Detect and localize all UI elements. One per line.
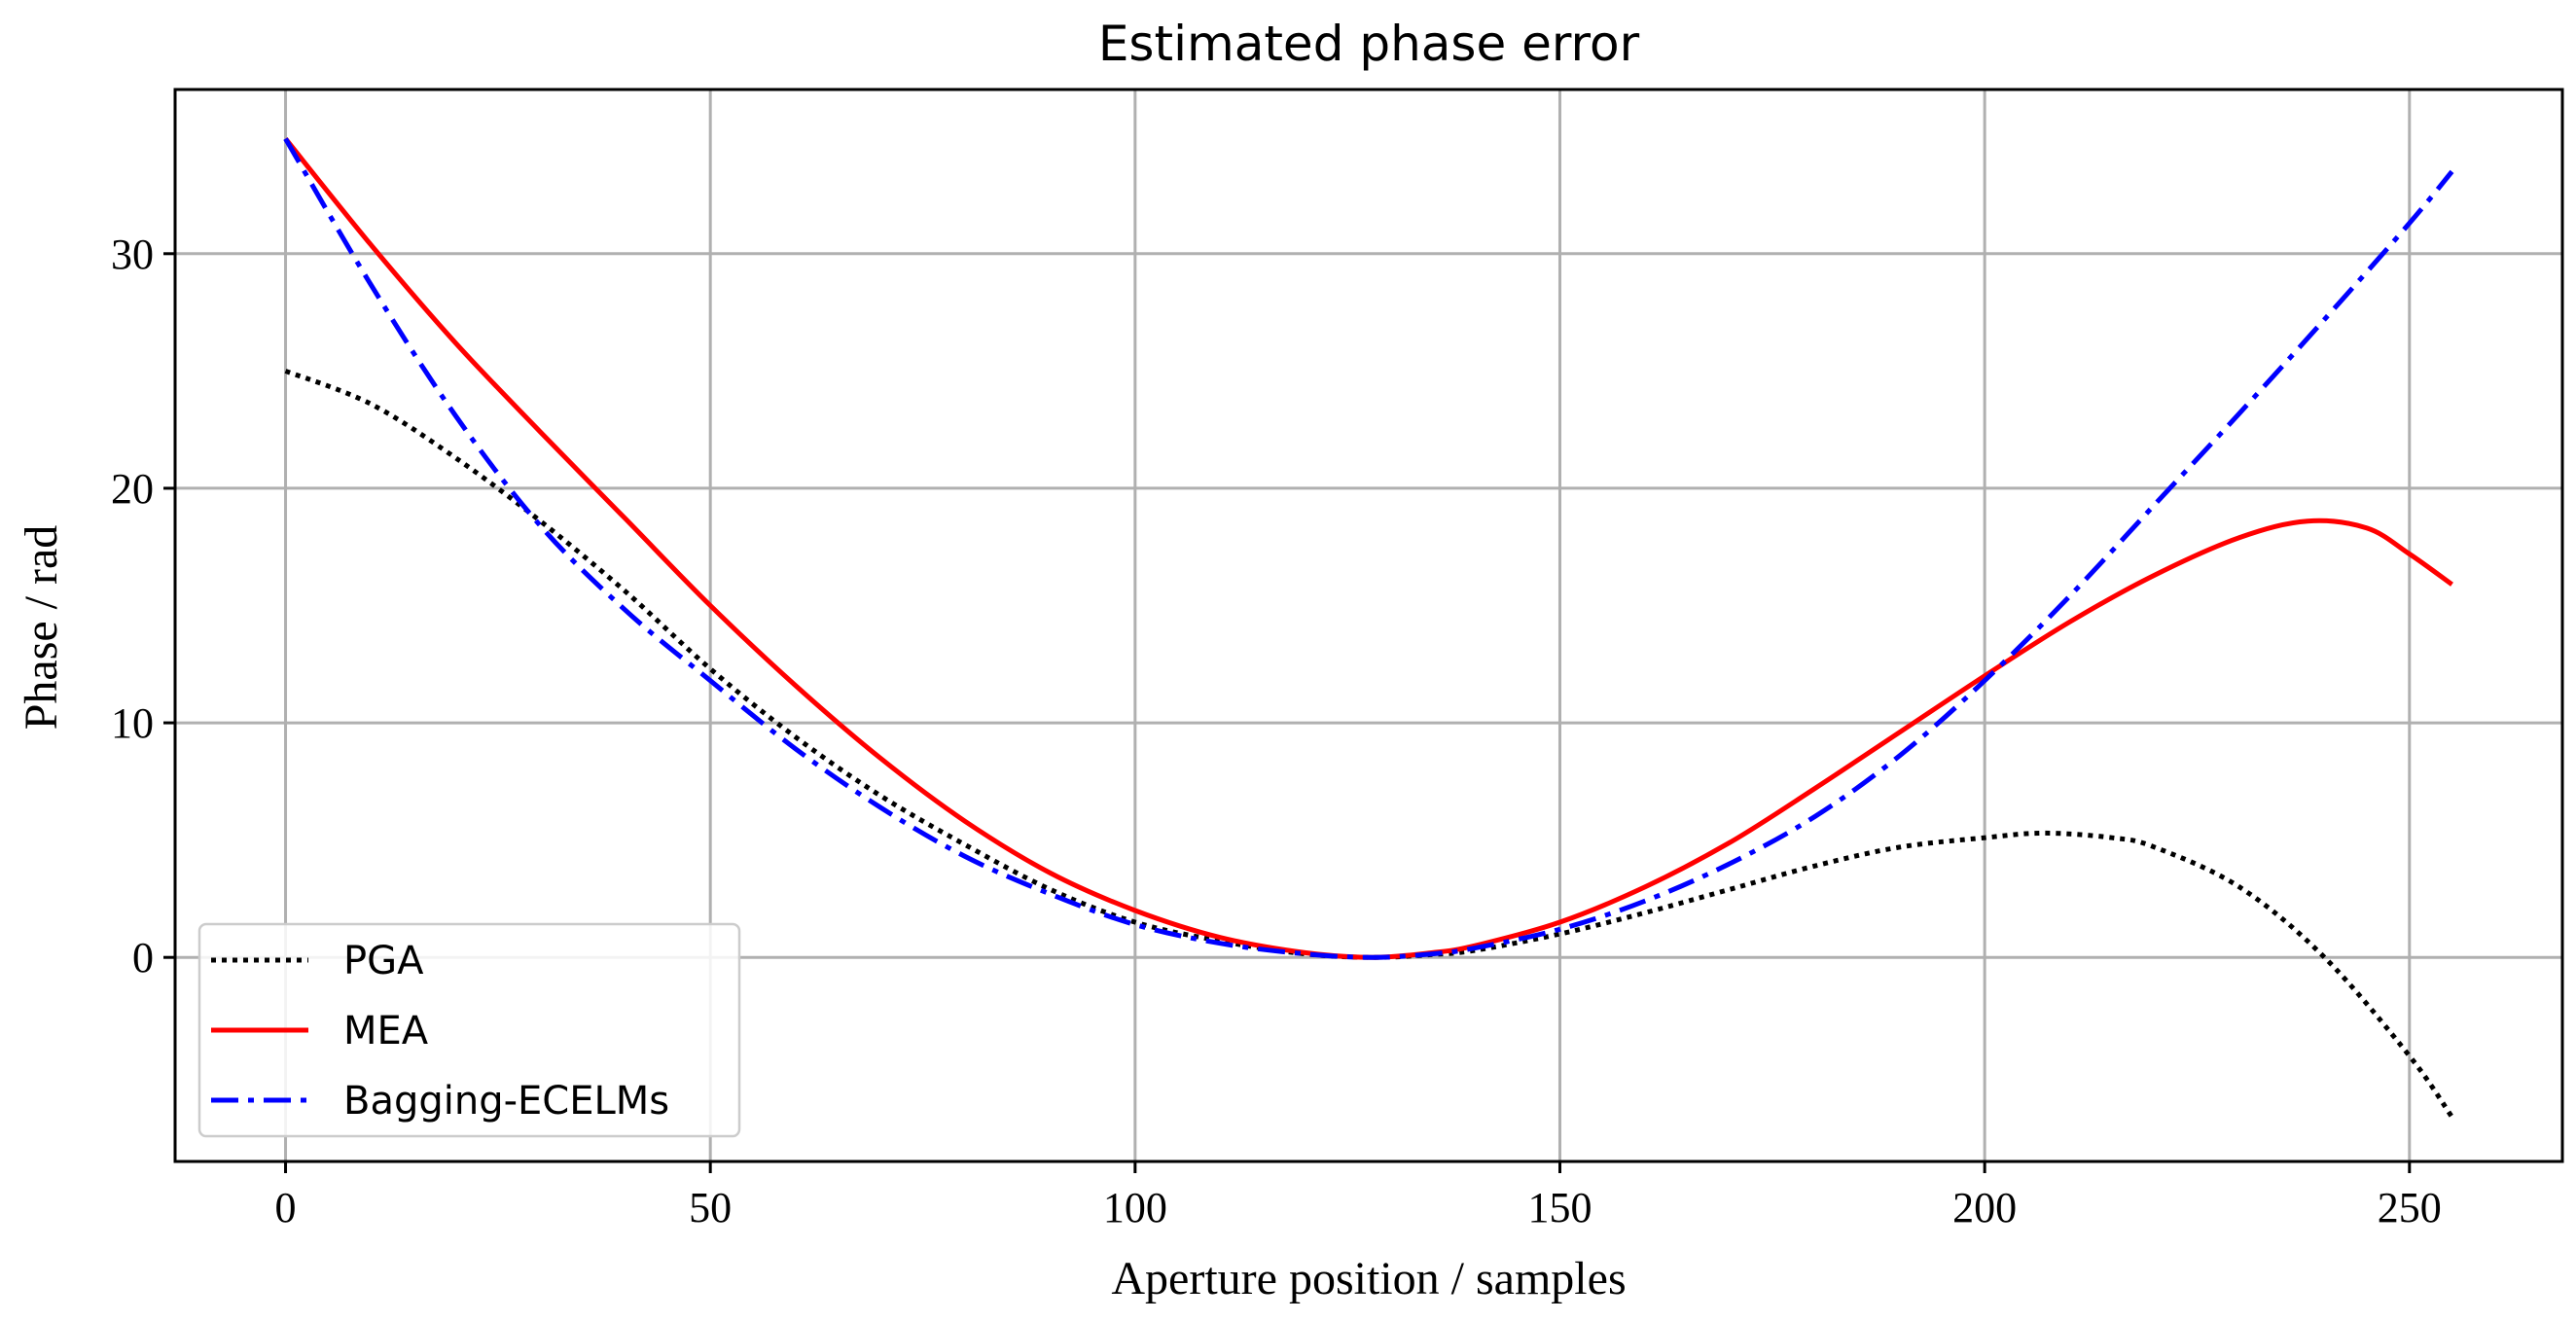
legend-entry: PGA xyxy=(343,939,424,983)
y-tick-label: 30 xyxy=(111,231,154,278)
legend-entry: MEA xyxy=(343,1009,429,1053)
y-tick-label: 0 xyxy=(132,934,154,982)
legend: PGA MEA Bagging-ECELMs xyxy=(197,922,741,1138)
x-tick-label: 150 xyxy=(1527,1184,1592,1232)
chart-title: Estimated phase error xyxy=(1098,16,1640,72)
axes-frame xyxy=(173,88,2564,1163)
x-tick-label: 50 xyxy=(689,1184,732,1232)
x-tick-label: 250 xyxy=(2378,1184,2442,1232)
y-tick-label: 10 xyxy=(111,699,154,747)
x-tick-label: 100 xyxy=(1103,1184,1167,1232)
legend-box xyxy=(197,922,741,1138)
y-axis-label: Phase / rad xyxy=(16,525,67,731)
x-tick-label: 0 xyxy=(275,1184,297,1232)
legend-entry: Bagging-ECELMs xyxy=(343,1079,669,1124)
x-axis-label: Aperture position / samples xyxy=(1111,1253,1626,1304)
x-tick-label: 200 xyxy=(1952,1184,2017,1232)
series-line-3 xyxy=(283,137,2454,960)
plot-series xyxy=(283,137,2454,1119)
axis-ticks: 0 50 100 150 200 250 0 10 20 30 xyxy=(111,231,2442,1232)
y-tick-label: 20 xyxy=(111,465,154,513)
grid xyxy=(175,89,2562,1161)
